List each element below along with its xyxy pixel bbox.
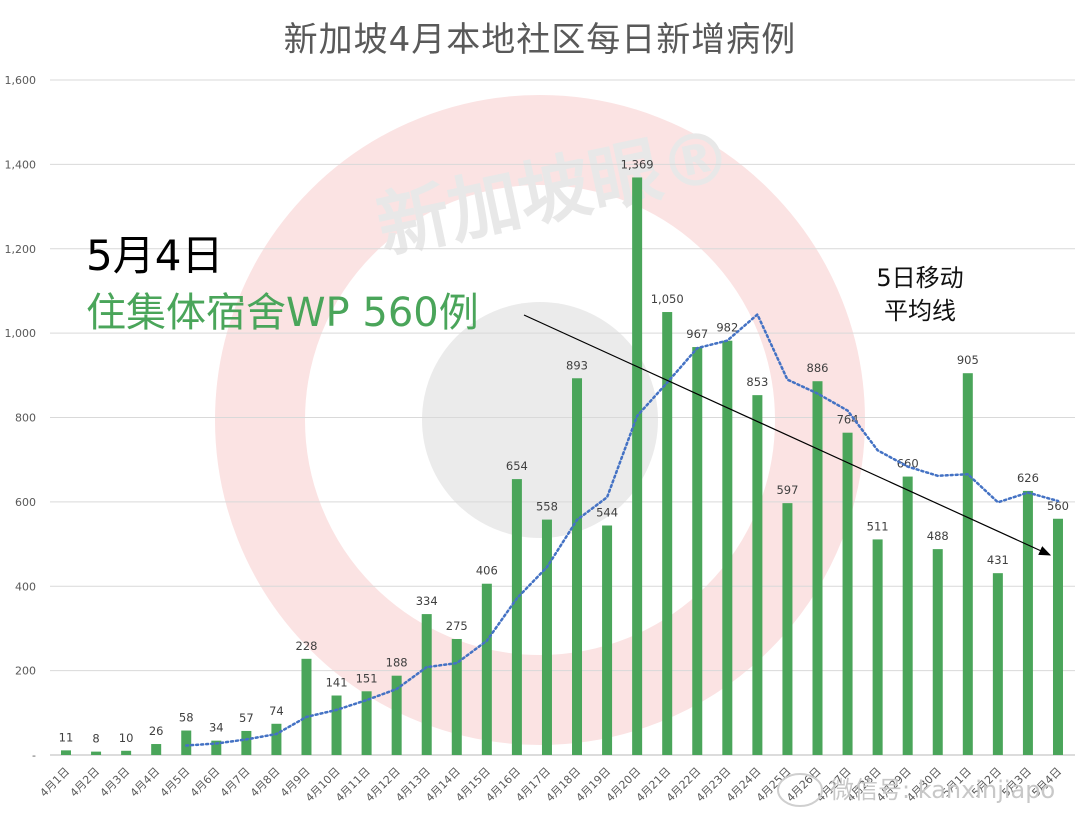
y-tick-label: 200 bbox=[15, 665, 36, 678]
bar bbox=[361, 691, 372, 755]
bar bbox=[181, 730, 192, 755]
bar-value-label: 57 bbox=[239, 711, 254, 725]
bar bbox=[782, 503, 793, 755]
bar bbox=[722, 340, 733, 755]
bar bbox=[812, 381, 823, 755]
bar-value-label: 141 bbox=[326, 676, 348, 690]
ma-label-line2: 平均线 bbox=[884, 297, 956, 325]
bar-value-label: 560 bbox=[1047, 499, 1069, 513]
bar-value-label: 8 bbox=[92, 732, 99, 746]
bar bbox=[241, 730, 252, 755]
bar bbox=[421, 614, 432, 755]
bar-value-label: 893 bbox=[566, 358, 588, 372]
bar bbox=[992, 573, 1003, 755]
y-tick-label: 800 bbox=[15, 412, 36, 425]
annotation-dormitory-cases: 住集体宿舍WP 560例 bbox=[86, 290, 479, 336]
bar bbox=[391, 675, 402, 755]
bar-value-label: 58 bbox=[179, 711, 194, 725]
bar-series bbox=[61, 177, 1063, 755]
x-tick-label: 4月2日 bbox=[68, 765, 103, 800]
bar-value-label: 10 bbox=[119, 731, 134, 745]
x-tick-label: 4月4日 bbox=[128, 765, 163, 800]
bar-value-label: 558 bbox=[536, 500, 558, 514]
trend-arrow bbox=[523, 314, 1052, 556]
bar bbox=[602, 525, 613, 755]
y-tick-label: 1,600 bbox=[5, 74, 37, 87]
y-tick-label: 600 bbox=[15, 496, 36, 509]
bar bbox=[1052, 518, 1063, 755]
bar-value-label: 764 bbox=[837, 413, 859, 427]
y-tick-label: - bbox=[32, 749, 36, 762]
bar-value-label: 188 bbox=[386, 656, 408, 670]
bar-value-label: 228 bbox=[296, 639, 318, 653]
moving-average-line bbox=[184, 312, 1060, 747]
bar bbox=[121, 750, 132, 755]
bar-value-label: 34 bbox=[209, 721, 224, 735]
bar bbox=[331, 695, 342, 755]
bar-value-label: 597 bbox=[776, 483, 798, 497]
watermark-logo: 新加坡眼® bbox=[215, 95, 865, 745]
bar-value-label: 334 bbox=[416, 594, 438, 608]
bar-value-label: 511 bbox=[867, 519, 889, 533]
bar-value-label: 905 bbox=[957, 353, 979, 367]
bar bbox=[481, 583, 492, 755]
bar bbox=[632, 177, 643, 755]
bar-value-label: 654 bbox=[506, 459, 528, 473]
bar bbox=[902, 476, 913, 755]
bar bbox=[752, 395, 763, 755]
y-tick-label: 400 bbox=[15, 580, 36, 593]
y-tick-label: 1,200 bbox=[5, 243, 37, 256]
wechat-watermark: 微信号: kanxinjiapo bbox=[777, 773, 1055, 807]
bar-value-label: 626 bbox=[1017, 471, 1039, 485]
bar-value-label: 74 bbox=[269, 704, 284, 718]
bar bbox=[662, 312, 673, 755]
bar bbox=[932, 549, 943, 755]
bar-value-label: 26 bbox=[149, 724, 164, 738]
y-tick-label: 1,000 bbox=[5, 327, 37, 340]
bar bbox=[692, 347, 703, 755]
bar-value-label: 275 bbox=[446, 619, 468, 633]
bar bbox=[271, 723, 282, 755]
bar-value-label: 982 bbox=[716, 321, 738, 335]
bar bbox=[91, 751, 102, 755]
bar bbox=[962, 373, 973, 755]
ma-label-line1: 5日移动 bbox=[876, 264, 964, 292]
y-tick-label: 1,400 bbox=[5, 158, 37, 171]
bar bbox=[572, 378, 583, 755]
bar-value-label: 11 bbox=[59, 730, 74, 744]
bar-value-label: 853 bbox=[746, 375, 768, 389]
bar bbox=[61, 750, 71, 755]
bar bbox=[541, 519, 552, 755]
data-labels: 11 8 10 26 58 34 57 74 228 141 151 188 334 275 406 654 5… bbox=[59, 157, 1069, 745]
bar-value-label: 1,050 bbox=[651, 292, 684, 306]
x-tick-label: 4月7日 bbox=[218, 765, 253, 800]
bar bbox=[1022, 490, 1033, 755]
y-axis: - 200 400 600 800 1,000 1,200 1,400 1,600 bbox=[5, 74, 37, 762]
chart-title: 新加坡4月本地社区每日新增病例 bbox=[283, 20, 797, 60]
annotation-moving-average: 5日移动 平均线 bbox=[850, 262, 990, 328]
bar-value-label: 967 bbox=[686, 327, 708, 341]
annotation-date: 5月4日 bbox=[86, 231, 224, 280]
bar-value-label: 886 bbox=[807, 361, 829, 375]
bar-value-label: 544 bbox=[596, 506, 618, 520]
bar bbox=[511, 479, 522, 755]
bar bbox=[301, 658, 312, 755]
bar-value-label: 1,369 bbox=[621, 157, 654, 171]
svg-text:微信号: kanxinjiapo: 微信号: kanxinjiapo bbox=[830, 776, 1055, 804]
bar bbox=[451, 638, 462, 755]
bar-value-label: 406 bbox=[476, 564, 498, 578]
bar-value-label: 431 bbox=[987, 553, 1009, 567]
bar bbox=[211, 740, 222, 755]
x-tick-label: 4月8日 bbox=[248, 765, 283, 800]
x-tick-label: 4月6日 bbox=[188, 765, 223, 800]
x-tick-label: 4月3日 bbox=[98, 765, 133, 800]
bar-value-label: 488 bbox=[927, 529, 949, 543]
x-tick-label: 4月1日 bbox=[37, 765, 72, 800]
bar bbox=[151, 744, 162, 755]
bar bbox=[842, 432, 853, 755]
bar bbox=[872, 539, 883, 755]
bar-value-label: 151 bbox=[356, 671, 378, 685]
x-tick-label: 4月5日 bbox=[158, 765, 193, 800]
